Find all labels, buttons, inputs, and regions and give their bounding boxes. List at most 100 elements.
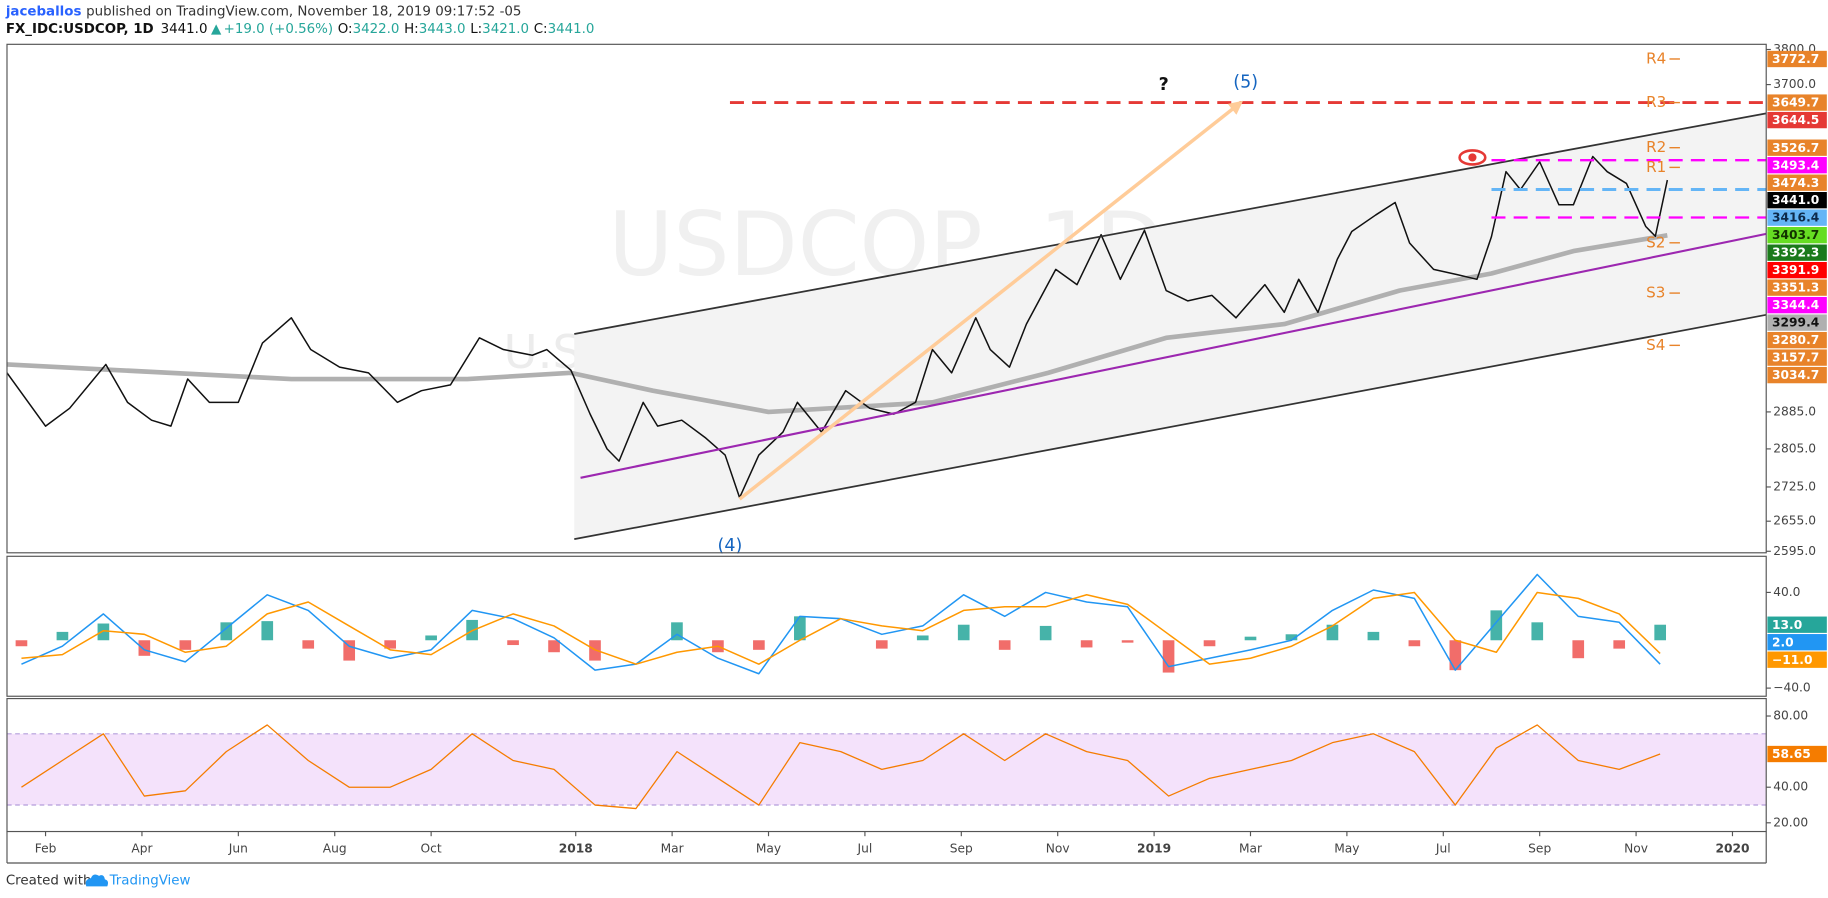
price-label: 3441.0 — [1772, 193, 1819, 207]
y-tick-label: 2595.0 — [1773, 544, 1816, 558]
price-label-box — [1767, 296, 1827, 314]
series-line — [21, 591, 1661, 665]
pivot-name: R4 — [1646, 49, 1666, 67]
histogram-bar — [1080, 640, 1093, 648]
price-label-box — [1767, 651, 1827, 668]
pivot-name: S2 — [1646, 233, 1665, 251]
pivot-name: R1 — [1646, 158, 1666, 176]
eye-icon — [1458, 149, 1487, 166]
ohlc-value: 3421.0 — [482, 22, 529, 37]
author[interactable]: jaceballos — [5, 5, 82, 20]
x-tick-label: Nov — [1046, 842, 1070, 856]
price-label-box — [1767, 174, 1827, 191]
price-label: 3280.7 — [1772, 333, 1819, 347]
price-label: 3034.7 — [1772, 368, 1819, 382]
price-label-box — [1767, 616, 1827, 633]
histogram-bar — [671, 622, 683, 641]
symbol-line: FX_IDC:USDCOP, 1D 3441.0 ▲ +19.0 (+0.56%) O:… — [6, 22, 595, 37]
histogram-bar — [220, 622, 233, 641]
histogram-bar — [425, 635, 437, 641]
histogram-bar — [916, 635, 929, 641]
pane-content — [15, 573, 1667, 675]
pane: ? (5) (4) R4 R3 R2 R1 S2 S3 S4 2595.0 2655.0 2725.0 2… — [6, 42, 1827, 558]
pivot-name: R3 — [1646, 93, 1666, 111]
pane-frame — [6, 555, 1767, 697]
series-line — [21, 724, 1661, 810]
histogram-bar — [507, 640, 519, 646]
histogram-bar — [1162, 640, 1175, 673]
histogram-bar — [1285, 634, 1298, 641]
price-label: 3416.4 — [1772, 211, 1819, 225]
created-with: Created with — [6, 874, 92, 889]
y-tick-label: 80.00 — [1773, 709, 1808, 723]
price-label-box — [1767, 366, 1827, 384]
trend-line — [574, 112, 1767, 335]
price-label-box — [1767, 192, 1827, 209]
x-axis: Feb Apr Jun Aug Oct 2018 Mar May Jul Sep Nov 2019 Ma… — [6, 831, 1767, 864]
plot: ? (5) (4) R4 R3 R2 R1 S2 S3 S4 2595.0 2655.0 2725.0 2… — [6, 42, 1827, 864]
ohlc-key: L: — [470, 22, 482, 37]
pivot-name: R2 — [1646, 138, 1666, 156]
x-tick-label: Jul — [1435, 842, 1451, 856]
ohlc-key: C: — [534, 22, 548, 37]
histogram-bar — [875, 640, 888, 649]
x-tick-label: Sep — [1528, 842, 1551, 856]
histogram-bar — [1531, 622, 1544, 641]
price-label: 3649.7 — [1772, 96, 1819, 110]
histogram-bar — [1039, 625, 1052, 641]
annotation: (4) — [718, 536, 743, 556]
x-tick-label: Mar — [661, 842, 685, 856]
price-label: 3351.3 — [1772, 281, 1819, 295]
trend-line — [574, 313, 1767, 541]
annotation: (5) — [1233, 72, 1258, 92]
y-tick-label: 20.00 — [1773, 815, 1808, 829]
trend-line — [580, 232, 1767, 479]
price-label-box — [1767, 349, 1827, 366]
ohlc-key: O: — [338, 22, 353, 37]
pane-content — [6, 724, 1767, 810]
trend-line — [738, 100, 1244, 501]
y-tick-label: 40.00 — [1773, 780, 1808, 794]
pivot-name: S3 — [1646, 284, 1665, 302]
publish-line: jaceballos published on TradingView.com, … — [5, 5, 522, 20]
price-label: −11.0 — [1772, 653, 1812, 667]
histogram-bar — [1367, 631, 1380, 641]
price-label-box — [1767, 139, 1827, 156]
published: published on TradingView.com, November 1… — [86, 5, 521, 20]
histogram-bar — [998, 640, 1011, 650]
x-tick-label: Feb — [35, 842, 57, 856]
price-label: 3526.7 — [1772, 141, 1819, 155]
y-tick-label: 2655.0 — [1773, 514, 1816, 528]
x-tick-label: May — [756, 842, 781, 856]
histogram-bar — [1326, 624, 1339, 641]
x-tick-label: Sep — [950, 842, 973, 856]
ohlc: O:3422.0 H:3443.0 L:3421.0 C:3441.0 — [338, 22, 595, 37]
pane-frame — [6, 43, 1767, 554]
y-tick-label: 40.0 — [1773, 585, 1800, 599]
tv-brand[interactable]: TradingView — [109, 874, 191, 889]
price-label: 3493.4 — [1772, 158, 1819, 172]
histogram-bar — [97, 623, 110, 641]
pivot-name: S4 — [1646, 336, 1665, 354]
pane-frame — [6, 697, 1767, 833]
series-line — [6, 233, 1668, 415]
histogram-bar — [261, 621, 274, 641]
price-label-box — [1767, 94, 1827, 111]
price-label-box — [1767, 244, 1827, 261]
price-label: 3391.9 — [1772, 263, 1819, 277]
price-label: 3474.3 — [1772, 176, 1819, 190]
series-line — [6, 155, 1669, 499]
x-tick-label: Apr — [131, 842, 153, 856]
x-tick-label: Jun — [228, 842, 248, 856]
histogram-bar — [1121, 640, 1134, 643]
histogram-bar — [179, 640, 192, 650]
histogram-bar — [384, 640, 396, 649]
price-label: 3344.4 — [1772, 298, 1819, 312]
price-label: 3644.5 — [1772, 113, 1819, 127]
price-label-box — [1767, 634, 1827, 651]
histogram-bar — [1203, 640, 1216, 647]
x-tick-label: May — [1334, 842, 1359, 856]
change: +19.0 (+0.56%) — [224, 22, 333, 37]
price-label-box — [1767, 314, 1827, 331]
